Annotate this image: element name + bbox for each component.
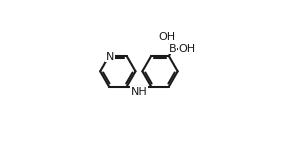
Text: N: N bbox=[106, 52, 114, 62]
Text: OH: OH bbox=[159, 32, 176, 42]
Text: B: B bbox=[169, 44, 177, 54]
Text: NH: NH bbox=[130, 87, 147, 97]
Text: OH: OH bbox=[178, 44, 196, 54]
